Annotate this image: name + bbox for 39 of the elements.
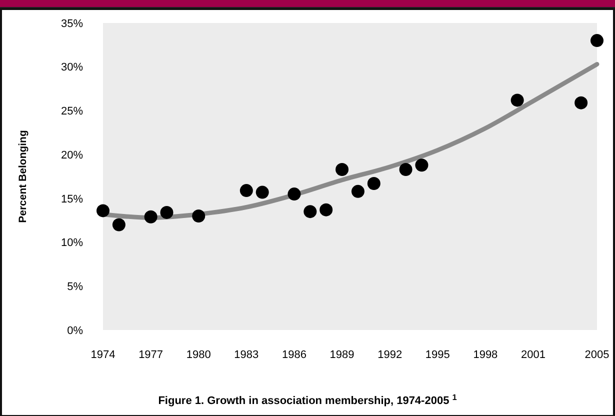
y-axis-title: Percent Belonging xyxy=(17,130,29,223)
point xyxy=(192,209,206,222)
x-tick-label: 2005 xyxy=(584,349,610,361)
point xyxy=(256,186,269,199)
point xyxy=(336,162,349,176)
point xyxy=(144,210,158,224)
x-tick-label: 1980 xyxy=(186,349,211,361)
y-tick-label: 35% xyxy=(60,18,84,30)
x-tick-label: 1986 xyxy=(282,349,306,361)
point xyxy=(96,204,110,218)
x-tick-label: 1998 xyxy=(473,349,498,361)
point xyxy=(288,188,301,201)
x-tick-label: 1992 xyxy=(378,349,402,361)
y-tick-label: 20% xyxy=(60,149,84,162)
point xyxy=(510,94,524,107)
y-tick-label: 5% xyxy=(67,280,84,293)
point xyxy=(320,203,333,216)
point xyxy=(590,34,604,48)
point xyxy=(415,158,428,172)
x-tick-label: 1974 xyxy=(90,349,116,361)
x-tick-label: 1995 xyxy=(425,349,450,361)
x-tick-label: 1977 xyxy=(138,349,164,361)
point xyxy=(112,218,126,232)
y-tick-label: 0% xyxy=(67,324,84,337)
point xyxy=(367,177,380,190)
y-tick-label: 30% xyxy=(60,62,84,74)
point xyxy=(240,184,253,198)
point xyxy=(351,184,364,198)
y-tick-label: 15% xyxy=(60,193,84,206)
y-tick-label: 10% xyxy=(60,237,84,250)
point xyxy=(160,206,174,219)
x-tick-label: 1989 xyxy=(330,349,354,361)
point xyxy=(399,162,412,176)
point xyxy=(574,96,588,110)
x-tick-label: 1983 xyxy=(234,349,259,361)
x-tick-label: 2001 xyxy=(521,349,546,361)
text: Figure 1. Growth in association membership, 1974-2005$^{1}$ xyxy=(158,392,458,407)
point xyxy=(304,205,317,218)
y-tick-label: 25% xyxy=(60,106,84,118)
